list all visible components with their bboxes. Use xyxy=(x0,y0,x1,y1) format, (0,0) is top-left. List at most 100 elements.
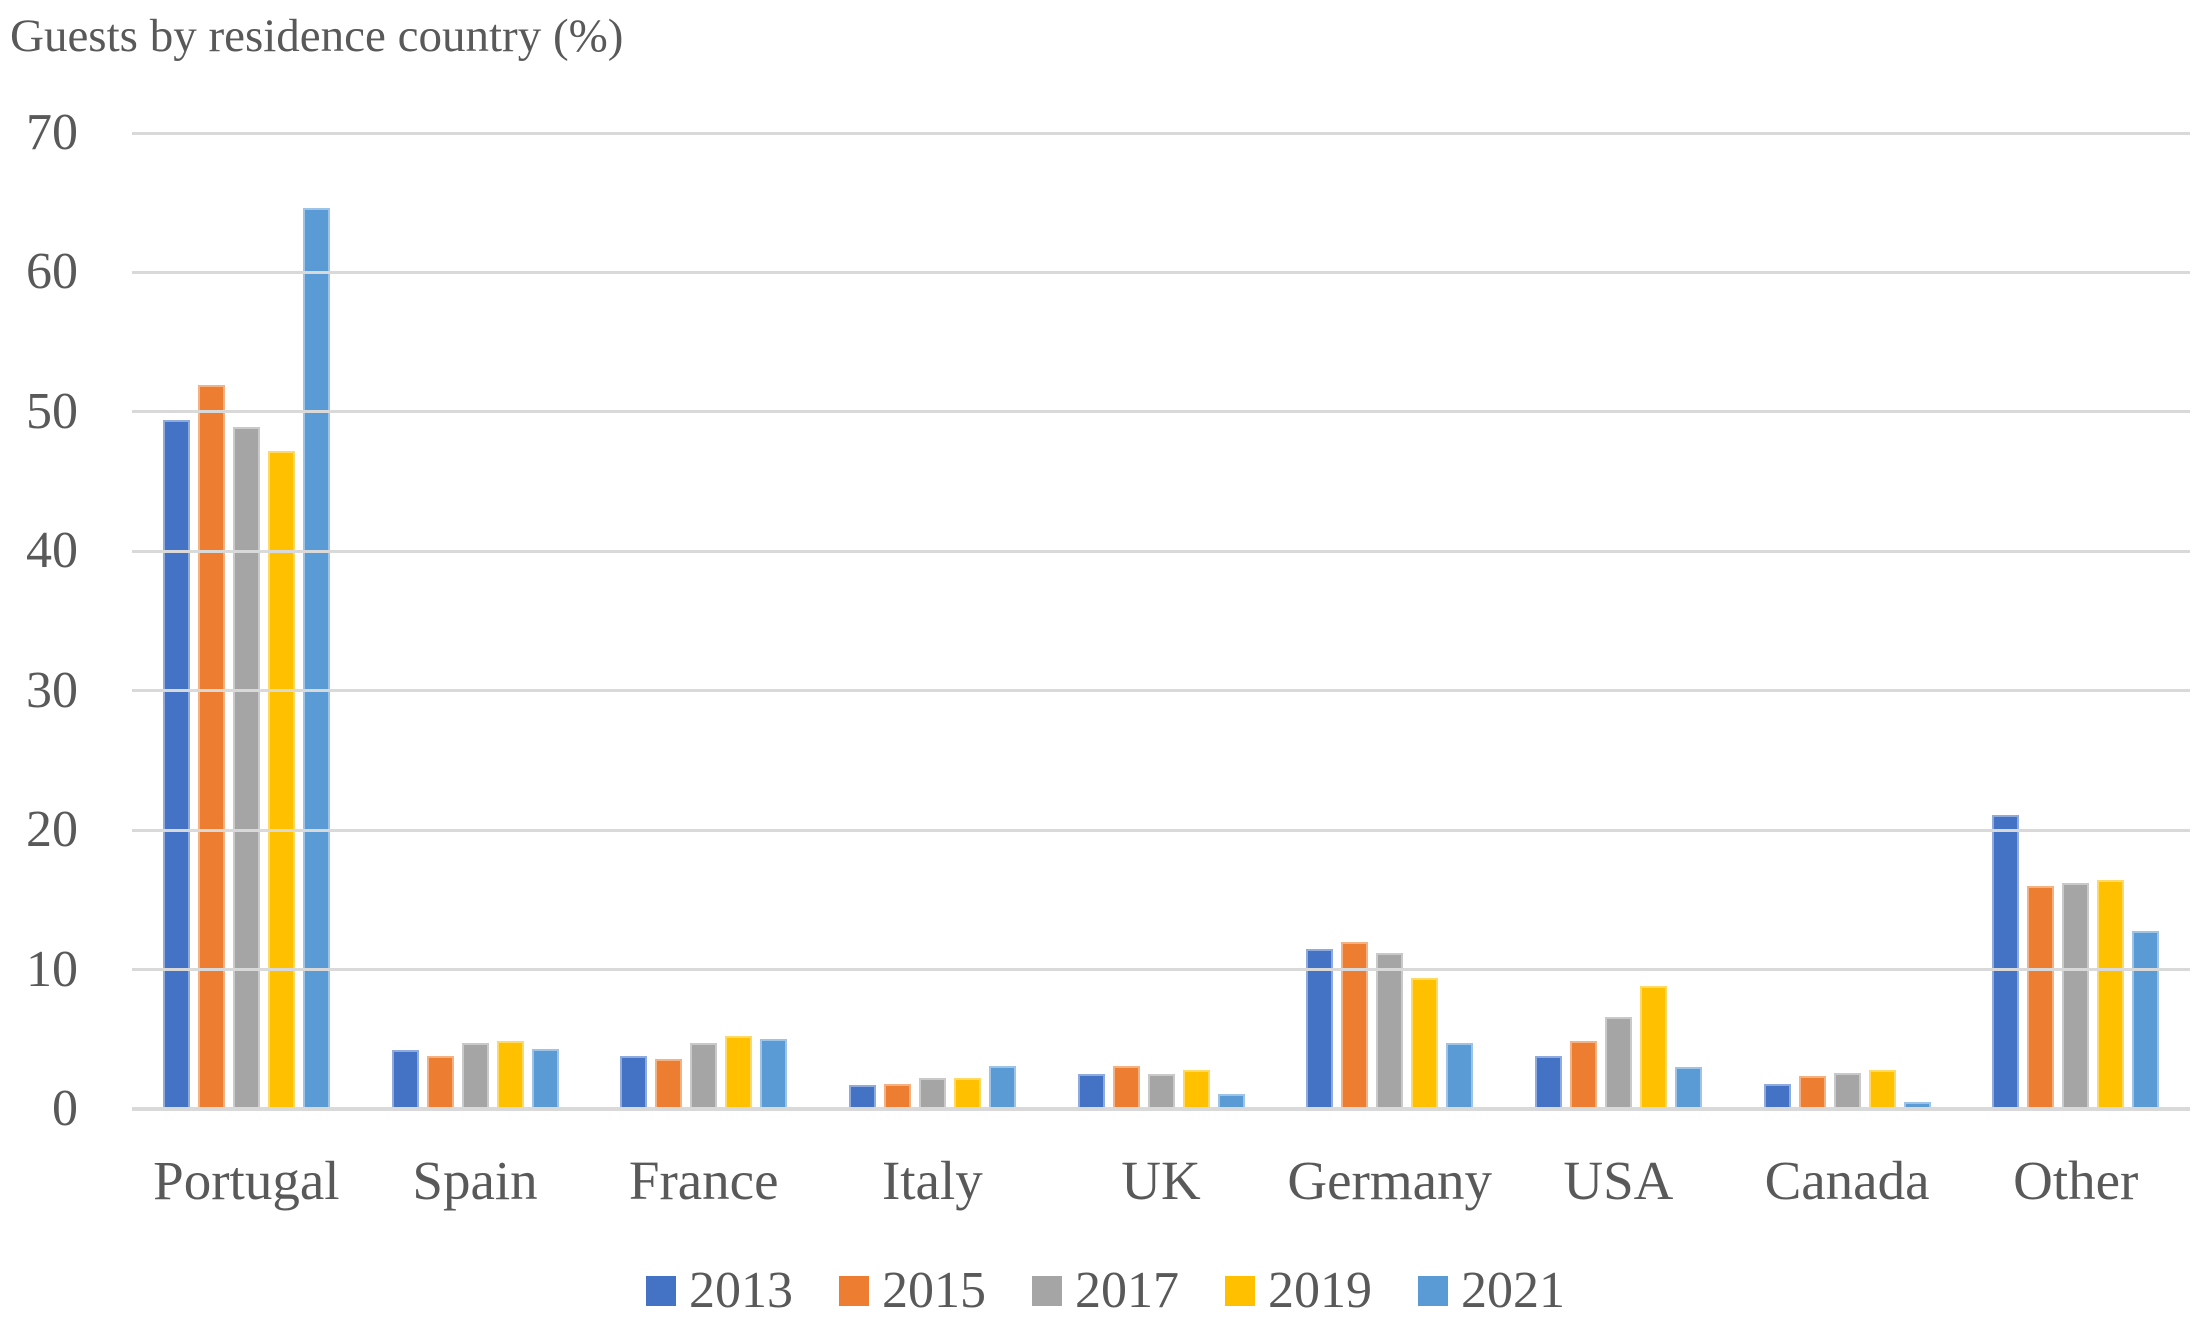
category-label-portugal: Portugal xyxy=(153,1150,340,1211)
bar-usa-2019 xyxy=(1639,986,1667,1109)
bar-germany-2017 xyxy=(1376,953,1404,1109)
bar-group-canada xyxy=(1733,133,1962,1109)
legend-swatch-2015 xyxy=(839,1276,869,1306)
gridline xyxy=(132,410,2190,414)
bar-germany-2013 xyxy=(1306,949,1334,1109)
bar-uk-2021 xyxy=(1217,1094,1245,1109)
bar-usa-2017 xyxy=(1604,1017,1632,1109)
bar-germany-2021 xyxy=(1446,1043,1474,1109)
bar-uk-2013 xyxy=(1077,1074,1105,1109)
bar-italy-2013 xyxy=(848,1085,876,1109)
bar-canada-2019 xyxy=(1868,1070,1896,1109)
gridline xyxy=(132,270,2190,274)
bar-portugal-2013 xyxy=(162,420,190,1109)
bar-france-2019 xyxy=(725,1036,753,1109)
bar-other-2021 xyxy=(2132,931,2160,1109)
bar-group-portugal xyxy=(132,133,361,1109)
legend-label-2017: 2017 xyxy=(1075,1262,1179,1319)
legend-item-2017: 2017 xyxy=(1032,1260,1179,1322)
bar-uk-2015 xyxy=(1112,1066,1140,1109)
gridline xyxy=(132,689,2190,693)
category-label-other: Other xyxy=(2013,1150,2139,1211)
bar-canada-2021 xyxy=(1903,1102,1931,1109)
gridline xyxy=(132,828,2190,832)
legend-label-2019: 2019 xyxy=(1268,1262,1372,1319)
gridline xyxy=(132,968,2190,972)
y-tick-label: 60 xyxy=(26,243,78,301)
category-label-italy: Italy xyxy=(881,1150,983,1211)
plot-area xyxy=(132,131,2190,1111)
bar-italy-2017 xyxy=(918,1078,946,1109)
legend-swatch-2019 xyxy=(1225,1276,1255,1306)
bar-other-2015 xyxy=(2027,886,2055,1109)
bar-uk-2017 xyxy=(1147,1074,1175,1109)
bar-spain-2015 xyxy=(426,1056,454,1109)
bar-germany-2015 xyxy=(1341,942,1369,1109)
x-axis-line xyxy=(132,1107,2190,1111)
y-tick-label: 20 xyxy=(26,801,78,859)
bar-italy-2015 xyxy=(883,1084,911,1109)
bar-canada-2017 xyxy=(1833,1073,1861,1109)
bar-usa-2015 xyxy=(1569,1041,1597,1109)
category-label-usa: USA xyxy=(1563,1150,1674,1211)
legend-label-2021: 2021 xyxy=(1461,1262,1565,1319)
bar-group-france xyxy=(589,133,818,1109)
bar-portugal-2015 xyxy=(197,385,225,1109)
legend-item-2019: 2019 xyxy=(1225,1260,1372,1322)
bar-other-2013 xyxy=(1992,815,2020,1109)
y-tick-label: 40 xyxy=(26,522,78,580)
y-tick-label: 30 xyxy=(26,661,78,719)
gridline xyxy=(132,131,2190,135)
bar-group-italy xyxy=(818,133,1047,1109)
bar-group-germany xyxy=(1275,133,1504,1109)
bar-france-2013 xyxy=(620,1056,648,1109)
category-label-germany: Germany xyxy=(1287,1150,1493,1211)
category-label-uk: UK xyxy=(1121,1150,1201,1211)
bar-usa-2021 xyxy=(1674,1067,1702,1109)
bar-italy-2019 xyxy=(953,1078,981,1109)
gridline xyxy=(132,549,2190,553)
category-label-spain: Spain xyxy=(412,1150,538,1211)
bar-portugal-2019 xyxy=(267,451,295,1109)
bar-group-uk xyxy=(1047,133,1276,1109)
legend-swatch-2017 xyxy=(1032,1276,1062,1306)
bar-group-usa xyxy=(1504,133,1733,1109)
chart-title: Guests by residence country (%) xyxy=(10,10,624,62)
bar-france-2017 xyxy=(690,1043,718,1109)
bar-italy-2021 xyxy=(988,1066,1016,1109)
bar-portugal-2017 xyxy=(232,427,260,1109)
y-tick-label: 50 xyxy=(26,382,78,440)
bar-spain-2013 xyxy=(391,1050,419,1109)
legend-label-2013: 2013 xyxy=(689,1262,793,1319)
y-axis: 0 10 20 30 40 50 60 70 xyxy=(0,0,78,1330)
bar-spain-2021 xyxy=(531,1049,559,1109)
legend-item-2015: 2015 xyxy=(839,1260,986,1322)
legend: 2013 2015 2017 2019 2021 xyxy=(0,1260,2211,1322)
y-tick-label: 70 xyxy=(26,104,78,161)
bar-canada-2015 xyxy=(1798,1076,1826,1109)
bar-usa-2013 xyxy=(1534,1056,1562,1109)
legend-swatch-2013 xyxy=(646,1276,676,1306)
bar-group-other xyxy=(1961,133,2190,1109)
bar-portugal-2021 xyxy=(302,208,330,1109)
legend-label-2015: 2015 xyxy=(882,1262,986,1319)
bar-france-2021 xyxy=(760,1039,788,1109)
bar-spain-2019 xyxy=(496,1041,524,1109)
bar-groups xyxy=(132,133,2190,1109)
legend-swatch-2021 xyxy=(1418,1276,1448,1306)
bar-spain-2017 xyxy=(461,1043,489,1109)
bar-group-spain xyxy=(361,133,590,1109)
y-tick-label: 10 xyxy=(26,940,78,998)
y-tick-label: 0 xyxy=(52,1080,78,1137)
bar-other-2019 xyxy=(2097,880,2125,1109)
category-label-france: France xyxy=(628,1150,779,1211)
x-axis: Portugal Spain France Italy UK Germany USA Cana… xyxy=(132,1148,2190,1214)
legend-item-2021: 2021 xyxy=(1418,1260,1565,1322)
bar-france-2015 xyxy=(655,1059,683,1109)
bar-canada-2013 xyxy=(1763,1084,1791,1109)
bar-uk-2019 xyxy=(1182,1070,1210,1109)
bar-germany-2019 xyxy=(1411,978,1439,1109)
bar-other-2017 xyxy=(2062,883,2090,1109)
category-label-canada: Canada xyxy=(1764,1150,1930,1211)
